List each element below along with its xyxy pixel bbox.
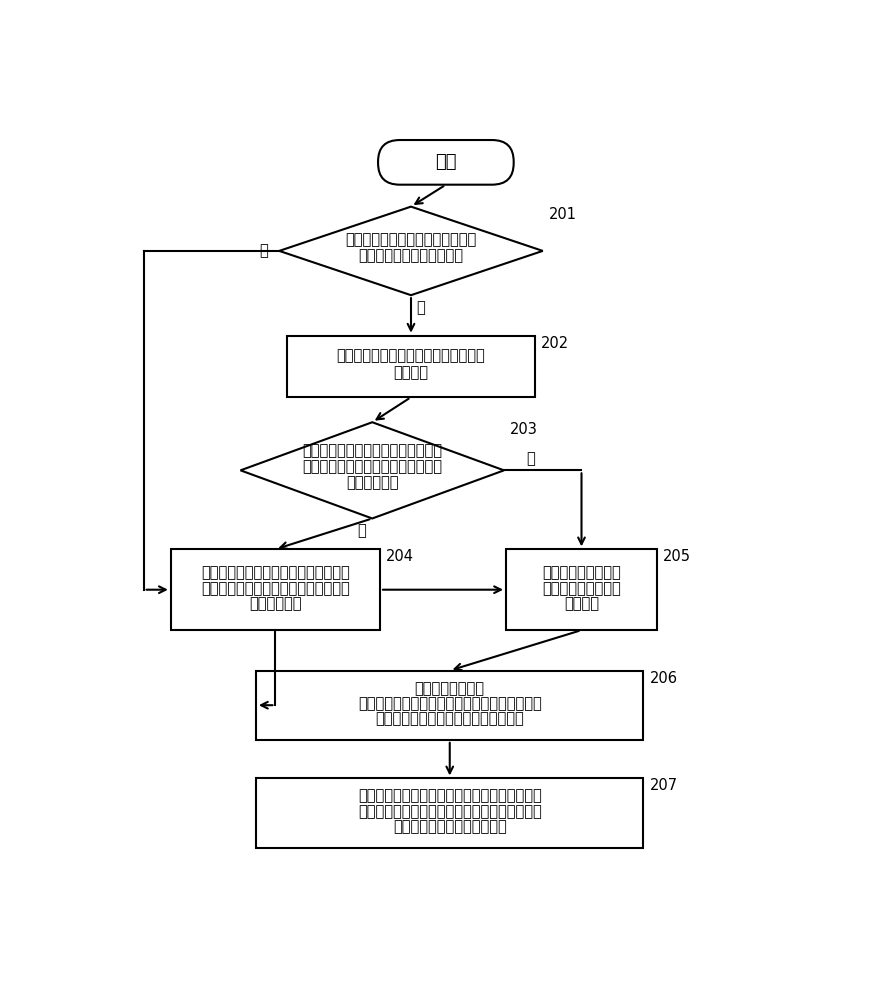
- Text: 终端在另一模式将该另一模式下的干扰: 终端在另一模式将该另一模式下的干扰: [201, 565, 349, 580]
- Text: 进行禁止和恢复相应模式下的干扰频段: 进行禁止和恢复相应模式下的干扰频段: [375, 712, 523, 727]
- Polygon shape: [279, 207, 542, 295]
- Text: 报告给网络侧: 报告给网络侧: [249, 596, 302, 611]
- Text: 下的干扰频段: 下的干扰频段: [346, 475, 398, 490]
- Text: 201: 201: [548, 207, 576, 222]
- Bar: [506, 549, 656, 630]
- Text: 是: 是: [356, 523, 365, 538]
- Text: 207: 207: [649, 778, 677, 793]
- Text: 用户在另一模式下也发起了业务，并: 用户在另一模式下也发起了业务，并: [302, 443, 441, 458]
- Text: 否: 否: [415, 300, 424, 315]
- Text: 206: 206: [649, 671, 677, 686]
- Text: 工作频点是否属于干扰频段: 工作频点是否属于干扰频段: [358, 248, 463, 263]
- Bar: [255, 778, 643, 848]
- Text: 相关业务: 相关业务: [393, 365, 428, 380]
- Text: 终端将发送携带能力信息的消息报告给网络侧，: 终端将发送携带能力信息的消息报告给网络侧，: [357, 696, 541, 711]
- Polygon shape: [240, 422, 503, 518]
- Text: 否: 否: [526, 451, 535, 466]
- Text: 终端将在该模式下正常进行用户发起的: 终端将在该模式下正常进行用户发起的: [336, 348, 485, 363]
- Text: 开始: 开始: [434, 153, 456, 171]
- FancyBboxPatch shape: [378, 140, 513, 185]
- Text: 网络侧，恢复禁止的干扰频段: 网络侧，恢复禁止的干扰频段: [393, 819, 506, 834]
- Text: 频段禁止，并发送携带能力信息的消息: 频段禁止，并发送携带能力信息的消息: [201, 581, 349, 596]
- Bar: [170, 549, 380, 630]
- Text: 发生频段切换时，: 发生频段切换时，: [415, 681, 484, 696]
- Text: 是: 是: [259, 243, 268, 258]
- Text: 终端将在另一模式下: 终端将在另一模式下: [541, 565, 620, 580]
- Text: 当业务完成回到空闲时，如果之前工作在干扰频: 当业务完成回到空闲时，如果之前工作在干扰频: [357, 789, 541, 804]
- Text: 205: 205: [662, 549, 691, 564]
- Text: 判断该工作频点是否属于该另一模式: 判断该工作频点是否属于该另一模式: [302, 459, 441, 474]
- Text: 203: 203: [509, 422, 537, 437]
- Text: 204: 204: [386, 549, 414, 564]
- Text: 正常进行用户发起的: 正常进行用户发起的: [541, 581, 620, 596]
- Bar: [287, 336, 534, 397]
- Text: 202: 202: [541, 336, 568, 351]
- Text: 段，那么终端将发送携带能力信息的消息报告给: 段，那么终端将发送携带能力信息的消息报告给: [357, 804, 541, 819]
- Text: 终端在一模式下发起业务时，判断: 终端在一模式下发起业务时，判断: [345, 233, 476, 248]
- Text: 相关业务: 相关业务: [563, 596, 599, 611]
- Bar: [255, 671, 643, 740]
